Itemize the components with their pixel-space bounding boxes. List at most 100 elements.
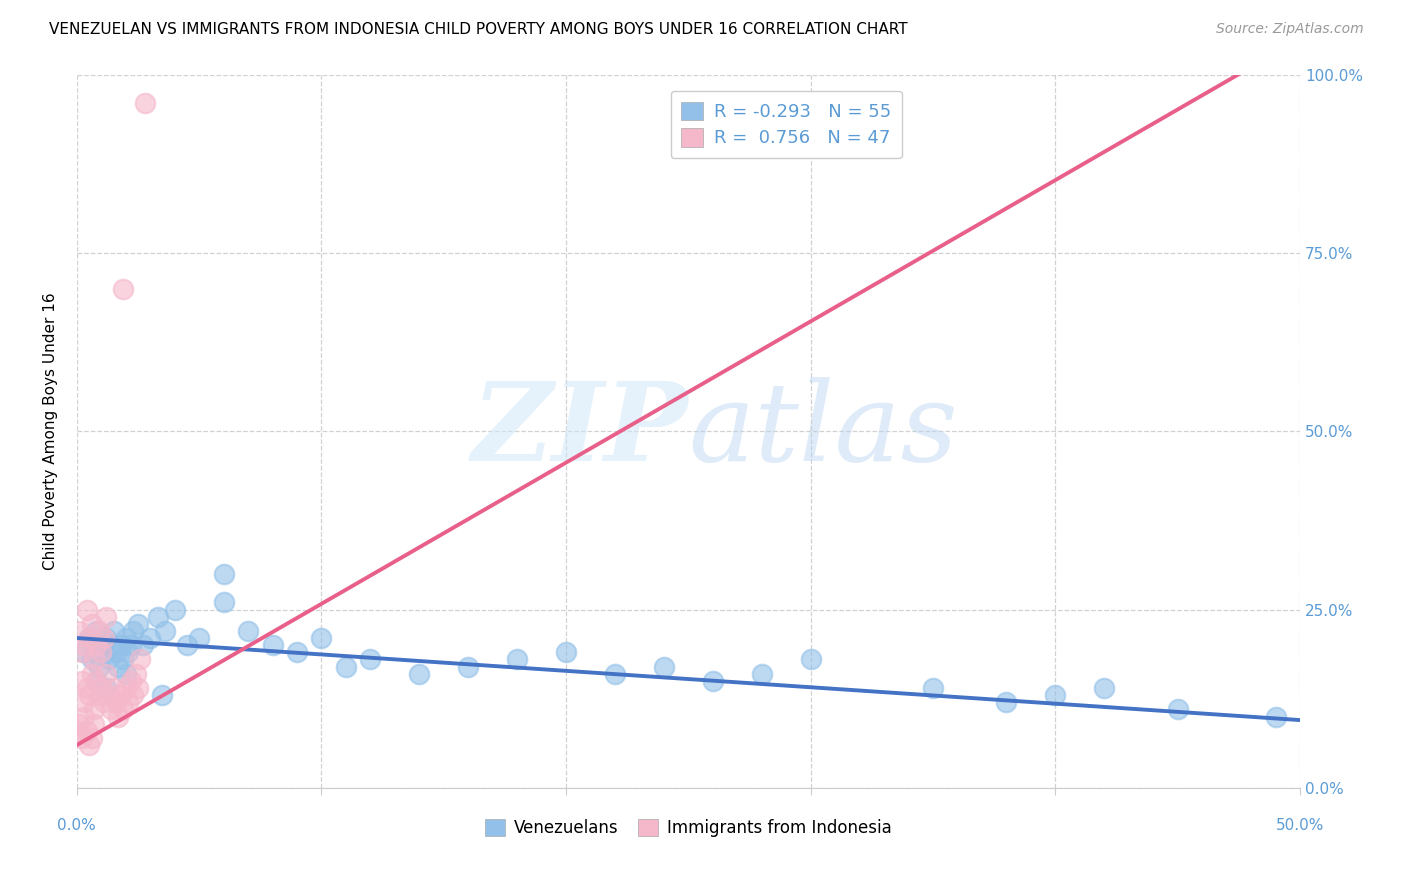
- Point: [120, 638, 142, 652]
- Point: [83, 716, 105, 731]
- Point: [97, 688, 120, 702]
- Point: [73, 638, 96, 652]
- Point: [124, 666, 146, 681]
- Point: [105, 695, 128, 709]
- Point: [1264, 709, 1286, 723]
- Point: [212, 566, 235, 581]
- Point: [702, 673, 724, 688]
- Point: [73, 645, 96, 659]
- Point: [86, 673, 108, 688]
- Text: 0.0%: 0.0%: [58, 818, 96, 833]
- Point: [359, 652, 381, 666]
- Point: [506, 652, 529, 666]
- Text: VENEZUELAN VS IMMIGRANTS FROM INDONESIA CHILD POVERTY AMONG BOYS UNDER 16 CORREL: VENEZUELAN VS IMMIGRANTS FROM INDONESIA …: [49, 22, 908, 37]
- Point: [1045, 688, 1067, 702]
- Point: [103, 681, 125, 695]
- Point: [262, 638, 284, 652]
- Point: [117, 645, 139, 659]
- Point: [922, 681, 945, 695]
- Point: [555, 645, 578, 659]
- Point: [285, 645, 308, 659]
- Point: [120, 673, 142, 688]
- Point: [112, 281, 135, 295]
- Point: [117, 695, 139, 709]
- Point: [77, 631, 100, 645]
- Text: ZIP: ZIP: [472, 377, 689, 485]
- Point: [153, 624, 176, 638]
- Point: [86, 624, 108, 638]
- Point: [122, 688, 145, 702]
- Point: [112, 702, 135, 716]
- Point: [1167, 702, 1189, 716]
- Point: [96, 609, 118, 624]
- Point: [67, 716, 90, 731]
- Point: [129, 652, 152, 666]
- Point: [127, 681, 149, 695]
- Point: [110, 688, 132, 702]
- Point: [66, 723, 89, 738]
- Point: [77, 688, 100, 702]
- Point: [105, 645, 128, 659]
- Point: [603, 666, 626, 681]
- Point: [70, 673, 93, 688]
- Point: [335, 659, 357, 673]
- Point: [114, 631, 136, 645]
- Point: [114, 681, 136, 695]
- Point: [76, 602, 98, 616]
- Point: [163, 602, 186, 616]
- Point: [93, 631, 115, 645]
- Point: [103, 624, 125, 638]
- Point: [80, 731, 103, 745]
- Point: [212, 595, 235, 609]
- Point: [995, 695, 1018, 709]
- Point: [122, 624, 145, 638]
- Point: [457, 659, 479, 673]
- Point: [73, 695, 96, 709]
- Point: [90, 681, 112, 695]
- Point: [134, 96, 156, 111]
- Point: [114, 666, 136, 681]
- Point: [86, 673, 108, 688]
- Text: Source: ZipAtlas.com: Source: ZipAtlas.com: [1216, 22, 1364, 37]
- Point: [139, 631, 162, 645]
- Point: [90, 638, 112, 652]
- Point: [1092, 681, 1115, 695]
- Point: [76, 681, 98, 695]
- Point: [100, 638, 122, 652]
- Y-axis label: Child Poverty Among Boys Under 16: Child Poverty Among Boys Under 16: [44, 293, 58, 570]
- Point: [408, 666, 430, 681]
- Point: [110, 638, 132, 652]
- Point: [100, 702, 122, 716]
- Point: [107, 709, 129, 723]
- Point: [87, 659, 110, 673]
- Point: [83, 652, 105, 666]
- Point: [77, 631, 100, 645]
- Point: [70, 645, 93, 659]
- Point: [80, 666, 103, 681]
- Point: [90, 645, 112, 659]
- Point: [83, 702, 105, 716]
- Point: [96, 631, 118, 645]
- Text: 50.0%: 50.0%: [1275, 818, 1324, 833]
- Point: [93, 645, 115, 659]
- Point: [87, 688, 110, 702]
- Point: [73, 709, 96, 723]
- Point: [87, 624, 110, 638]
- Point: [80, 616, 103, 631]
- Point: [96, 681, 118, 695]
- Point: [127, 616, 149, 631]
- Point: [93, 695, 115, 709]
- Point: [97, 652, 120, 666]
- Point: [86, 638, 108, 652]
- Point: [80, 652, 103, 666]
- Text: atlas: atlas: [689, 377, 957, 485]
- Point: [800, 652, 823, 666]
- Point: [132, 638, 155, 652]
- Point: [652, 659, 675, 673]
- Legend: Venezuelans, Immigrants from Indonesia: Venezuelans, Immigrants from Indonesia: [479, 813, 898, 844]
- Point: [112, 652, 135, 666]
- Point: [146, 609, 169, 624]
- Point: [77, 738, 100, 752]
- Point: [67, 624, 90, 638]
- Point: [751, 666, 773, 681]
